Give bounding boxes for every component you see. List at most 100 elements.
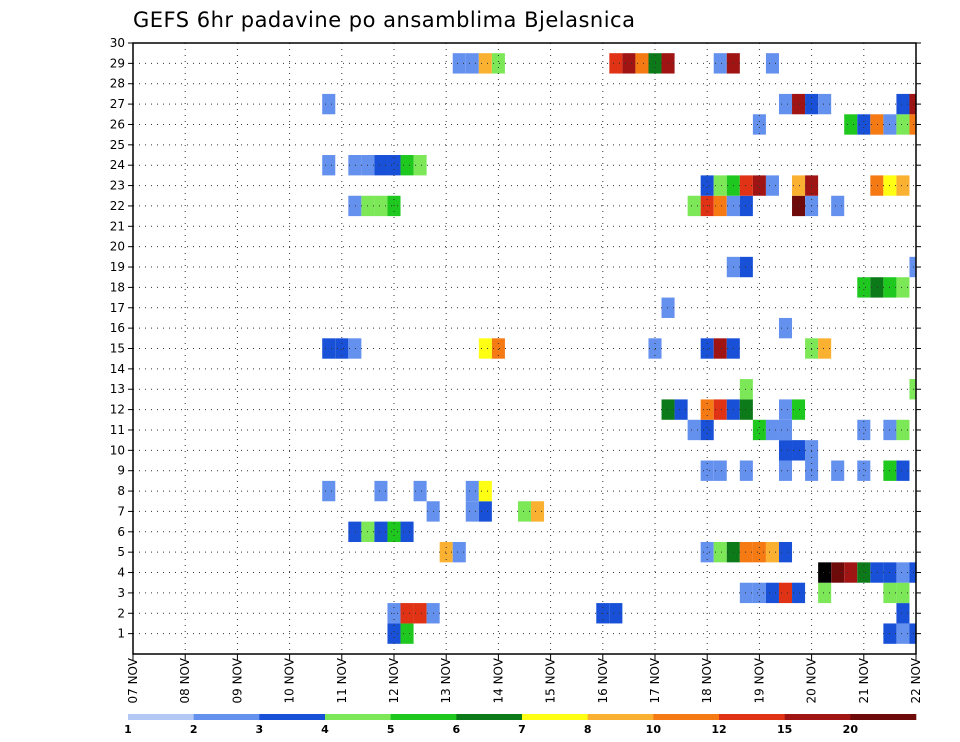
heatmap-cell <box>322 155 336 176</box>
heatmap-cell <box>387 521 401 542</box>
heatmap-cell <box>452 541 466 563</box>
heatmap-cell <box>348 195 362 217</box>
x-tick-label: 15 NOV <box>544 657 558 703</box>
y-tick-label: 18 <box>110 280 125 294</box>
heatmap-cell <box>661 53 675 74</box>
colorbar-swatch <box>587 714 654 720</box>
heatmap-cell <box>465 501 479 522</box>
heatmap-cell <box>400 521 414 542</box>
y-tick-label: 19 <box>110 260 125 274</box>
y-tick-label: 6 <box>117 525 125 539</box>
heatmap-cell <box>635 53 649 74</box>
colorbar-label: 15 <box>777 723 792 736</box>
x-tick-label: 09 NOV <box>230 657 244 703</box>
heatmap-cell <box>792 582 806 604</box>
heatmap-cell <box>792 93 806 115</box>
heatmap-cell <box>374 521 388 542</box>
colorbar-swatch <box>325 714 391 720</box>
x-tick-label: 12 NOV <box>387 657 401 703</box>
heatmap-cell <box>778 317 793 339</box>
y-tick-label: 12 <box>110 403 125 417</box>
y-tick-label: 21 <box>110 219 125 233</box>
heatmap-cell <box>765 175 779 196</box>
heatmap-cell <box>857 277 871 298</box>
x-tick-label: 14 NOV <box>491 657 505 703</box>
heatmap-cell <box>739 582 753 604</box>
heatmap-cell <box>752 114 766 135</box>
heatmap-cell <box>752 419 766 441</box>
heatmap-cell <box>713 338 727 359</box>
x-tick-label: 17 NOV <box>648 657 662 703</box>
heatmap-cell <box>478 338 492 359</box>
colorbar-swatch <box>193 714 260 720</box>
colorbar-swatch <box>653 714 720 720</box>
heatmap-cell <box>739 175 753 196</box>
colorbar-swatch <box>456 714 523 720</box>
chart-title: GEFS 6hr padavine po ansamblima Bjelasni… <box>133 8 635 32</box>
heatmap-cell <box>687 419 701 441</box>
heatmap-cell <box>844 114 858 135</box>
heatmap-cell <box>478 501 492 522</box>
colorbar-swatch <box>850 714 917 720</box>
heatmap-cell <box>896 460 910 481</box>
heatmap-cell <box>909 114 916 135</box>
heatmap-cell <box>478 53 492 74</box>
y-tick-label: 15 <box>110 342 125 356</box>
y-tick-label: 1 <box>117 627 125 641</box>
colorbar-label: 10 <box>646 723 662 736</box>
heatmap-cell <box>348 155 362 176</box>
plot-frame <box>132 42 917 655</box>
heatmap-cell <box>687 195 701 217</box>
colorbar-label: 2 <box>190 723 198 736</box>
colorbar-legend: 1 2 3 4 5 6 7 8 10 12 15 20 <box>124 714 917 736</box>
heatmap-cell <box>778 93 793 115</box>
heatmap-cell <box>752 175 766 196</box>
heatmap-cell <box>465 53 479 74</box>
heatmap-cell <box>335 338 349 359</box>
heatmap-cell <box>752 541 766 563</box>
heatmap-cell <box>765 541 779 563</box>
colorbar-label: 1 <box>124 723 132 736</box>
heatmap-cell <box>739 379 753 400</box>
heatmap-cell <box>322 480 336 502</box>
heatmap-cell <box>739 195 753 217</box>
heatmap-cell <box>870 562 884 583</box>
heatmap-cell <box>792 175 806 196</box>
heatmap-cell <box>818 93 832 115</box>
heatmap-cell <box>439 541 453 563</box>
grid-lines <box>133 43 916 654</box>
y-tick-label: 13 <box>110 382 125 396</box>
heatmap-cell <box>674 399 688 420</box>
axes: 1234567891011121314151617181920212223242… <box>110 36 923 704</box>
y-tick-label: 4 <box>117 566 125 580</box>
colorbar-swatch <box>784 714 851 720</box>
colorbar-swatch <box>390 714 457 720</box>
x-tick-label: 08 NOV <box>178 657 192 703</box>
heatmap-cell <box>778 399 793 420</box>
heatmap-cell <box>857 562 871 583</box>
heatmap-cell <box>609 53 623 74</box>
heatmap-cell <box>739 256 753 278</box>
y-tick-label: 30 <box>110 36 125 50</box>
heatmap-cell <box>413 480 427 502</box>
heatmap-cell <box>831 562 845 583</box>
heatmap-cell <box>713 195 727 217</box>
heatmap-cell <box>413 155 427 176</box>
heatmap-cell <box>491 53 505 74</box>
heatmap-cell <box>700 460 714 481</box>
heatmap-cell <box>896 603 910 624</box>
heatmap-cell <box>413 603 427 624</box>
y-tick-label: 28 <box>110 77 125 91</box>
y-tick-label: 27 <box>110 97 125 111</box>
heatmap-cell <box>661 297 675 318</box>
heatmap-cell <box>778 582 793 604</box>
heatmap-cell <box>778 440 793 461</box>
x-tick-label: 13 NOV <box>439 657 453 703</box>
heatmap-cell <box>348 338 362 359</box>
heatmap-cell <box>387 623 401 644</box>
heatmap-cell <box>778 541 793 563</box>
y-tick-label: 5 <box>117 545 125 559</box>
x-tick-label: 18 NOV <box>700 657 714 703</box>
heatmap-cell <box>896 93 910 115</box>
x-tick-label: 19 NOV <box>752 657 766 703</box>
